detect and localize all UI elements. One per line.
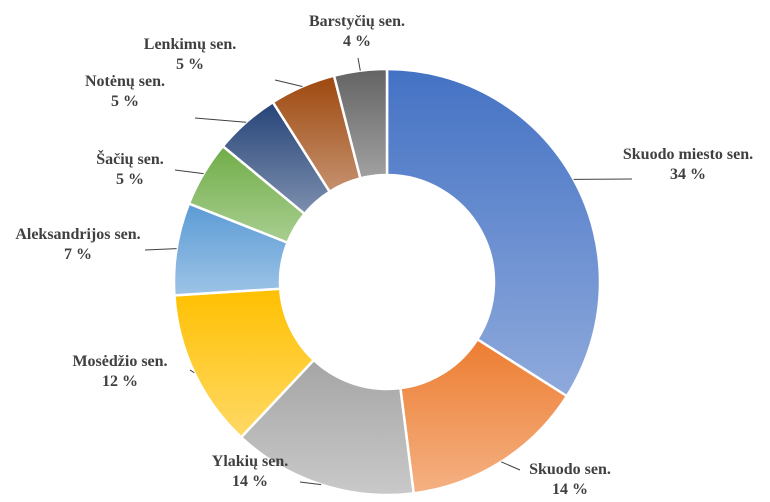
leader-line [174,169,204,175]
value-label: 4 % [343,33,371,50]
leader-line [189,369,195,374]
category-label: Notėnų sen. [84,73,165,90]
value-label: 14 % [232,473,268,490]
value-label: 14 % [552,481,588,498]
data-label: Mosėdžio sen. 12 % [50,352,190,392]
donut-slice [399,337,569,495]
data-label: Barstyčių sen. 4 % [287,12,427,52]
category-label: Lenkimų sen. [143,36,237,53]
category-label: Aleksandrijos sen. [15,226,141,243]
data-label: Lenkimų sen. 5 % [120,35,260,75]
value-label: 12 % [102,373,138,390]
leader-line [299,481,322,486]
leader-line [274,79,303,88]
data-label: Skuodo miesto sen. 34 % [618,145,758,185]
category-label: Skuodo sen. [529,461,611,478]
data-label: Šačių sen. 5 % [60,150,200,190]
category-label: Barstyčių sen. [309,13,405,30]
leader-line [194,117,247,123]
leader-line [357,57,361,71]
data-label: Notėnų sen. 5 % [55,72,195,112]
donut-slice [332,67,389,180]
category-label: Ylakių sen. [211,453,289,470]
leader-line [144,248,177,251]
value-label: 7 % [64,246,92,263]
donut-slice [239,358,416,497]
value-label: 5 % [111,93,139,110]
category-label: Šačių sen. [96,151,164,168]
value-label: 34 % [670,166,706,183]
data-label: Skuodo sen. 14 % [500,460,640,500]
value-label: 5 % [176,56,204,73]
donut-slice [385,67,602,398]
category-label: Skuodo miesto sen. [622,146,754,163]
data-label: Ylakių sen. 14 % [180,452,320,492]
value-label: 5 % [116,171,144,188]
category-label: Mosėdžio sen. [72,353,168,370]
leader-line [500,461,521,471]
data-label: Aleksandrijos sen. 7 % [8,225,148,265]
